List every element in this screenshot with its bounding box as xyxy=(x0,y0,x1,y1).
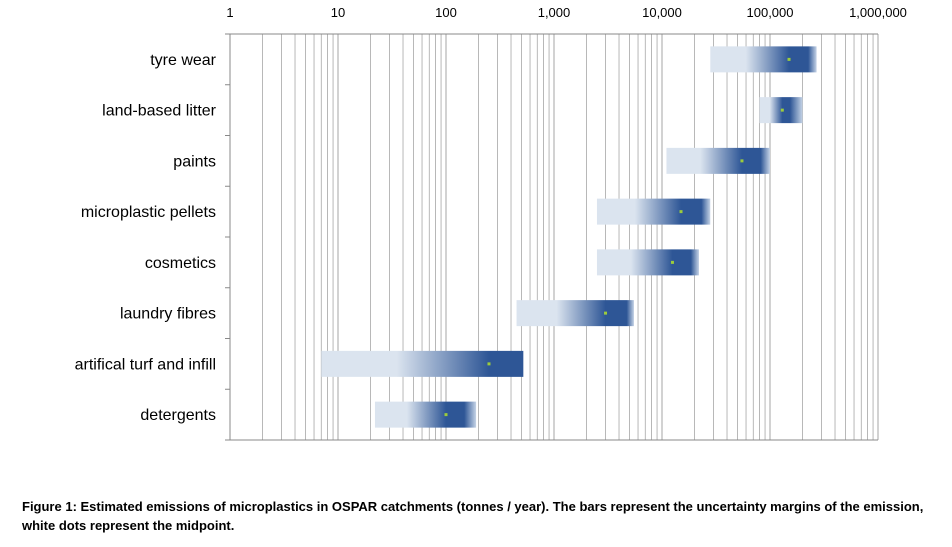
category-label: paints xyxy=(173,153,216,170)
midpoint-marker xyxy=(787,57,791,61)
midpoint-marker xyxy=(740,159,744,163)
midpoint-marker xyxy=(679,210,683,214)
figure-caption: Figure 1: Estimated emissions of micropl… xyxy=(22,499,924,533)
category-label: artifical turf and infill xyxy=(75,356,216,373)
category-label: microplastic pellets xyxy=(81,204,216,221)
bars xyxy=(321,46,817,428)
x-tick-label: 10,000 xyxy=(642,5,682,20)
x-tick-labels: 1 10 100 1,000 10,000 100,000 1,000,000 xyxy=(226,5,907,20)
category-label: tyre wear xyxy=(150,52,216,69)
range-bar xyxy=(666,147,770,174)
range-bar xyxy=(516,300,634,327)
range-bar xyxy=(596,249,699,276)
x-tick-label: 10 xyxy=(331,5,345,20)
range-bar xyxy=(321,350,524,377)
emissions-chart: 1 10 100 1,000 10,000 100,000 1,000,000 tyre w… xyxy=(75,5,907,441)
midpoint-marker xyxy=(604,311,608,315)
category-label: land-based litter xyxy=(102,103,217,120)
category-labels: tyre wear land-based litter paints micropla… xyxy=(75,52,217,424)
grid-lines xyxy=(229,34,879,440)
range-bar xyxy=(710,46,817,73)
x-tick-label: 1 xyxy=(226,5,233,20)
range-bar xyxy=(596,198,711,225)
midpoint-marker xyxy=(780,108,784,112)
x-tick-label: 100 xyxy=(435,5,457,20)
midpoint-marker xyxy=(487,362,491,366)
category-label: detergents xyxy=(140,407,216,424)
range-bar xyxy=(374,401,477,428)
category-label: cosmetics xyxy=(145,255,216,272)
midpoint-marker xyxy=(444,413,448,417)
x-tick-label: 1,000,000 xyxy=(849,5,907,20)
axes xyxy=(225,33,878,441)
category-label: laundry fibres xyxy=(120,306,216,323)
midpoint-marker xyxy=(670,260,674,264)
x-tick-label: 100,000 xyxy=(747,5,794,20)
x-tick-label: 1,000 xyxy=(538,5,571,20)
